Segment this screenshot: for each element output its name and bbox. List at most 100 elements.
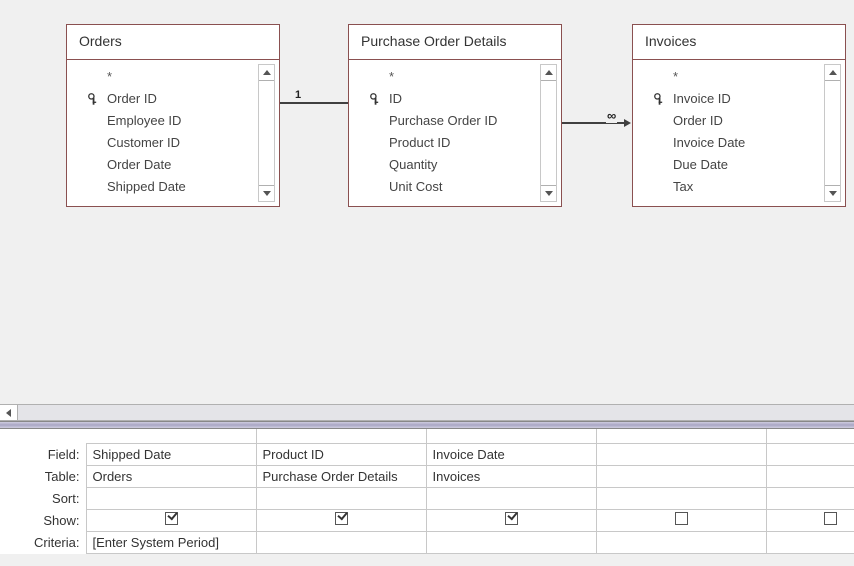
primary-key-icon — [87, 92, 101, 106]
grid-cell[interactable] — [86, 487, 256, 509]
table-box-invoices[interactable]: Invoices * Invoice ID Order ID Invoice D… — [632, 24, 846, 207]
field-label: Invoice ID — [673, 91, 731, 106]
chevron-down-icon — [545, 191, 553, 196]
chevron-left-icon — [6, 409, 11, 417]
table-title: Invoices — [633, 25, 845, 60]
grid-cell[interactable] — [426, 487, 596, 509]
relationship-line[interactable] — [280, 102, 348, 104]
field-row[interactable]: Purchase Order ID — [389, 110, 531, 132]
table-title: Purchase Order Details — [349, 25, 561, 60]
grid-cell[interactable]: Orders — [86, 465, 256, 487]
field-row[interactable]: Order ID — [107, 88, 249, 110]
horizontal-scrollbar[interactable] — [0, 404, 854, 421]
field-label: Employee ID — [107, 113, 181, 128]
table-title: Orders — [67, 25, 279, 60]
grid-cell[interactable]: [Enter System Period] — [86, 531, 256, 553]
show-checkbox[interactable] — [505, 512, 518, 525]
field-star[interactable]: * — [389, 66, 531, 88]
field-row[interactable]: Due Date — [673, 154, 815, 176]
scroll-down-button[interactable] — [825, 185, 840, 201]
grid-cell[interactable] — [596, 531, 766, 553]
grid-row-field: Field: Shipped Date Product ID Invoice D… — [0, 443, 854, 465]
field-label: Shipped Date — [107, 179, 186, 194]
field-label: Quantity — [389, 157, 437, 172]
field-star[interactable]: * — [673, 66, 815, 88]
table-box-purchase-order-details[interactable]: Purchase Order Details * ID Purchase Ord… — [348, 24, 562, 207]
grid-cell[interactable]: Invoice Date — [426, 443, 596, 465]
field-row[interactable]: Tax — [673, 176, 815, 198]
row-header-sort: Sort: — [0, 487, 86, 509]
relationship-designer-canvas[interactable]: Orders * Order ID Employee ID Customer I… — [0, 0, 854, 404]
field-label: Order ID — [107, 91, 157, 106]
field-row[interactable]: Shipped Date — [107, 176, 249, 198]
field-label: Order Date — [107, 157, 171, 172]
scroll-up-button[interactable] — [825, 65, 840, 81]
grid-cell[interactable] — [766, 531, 854, 553]
table-box-orders[interactable]: Orders * Order ID Employee ID Customer I… — [66, 24, 280, 207]
field-row[interactable]: Unit Cost — [389, 176, 531, 198]
grid-cell[interactable]: Shipped Date — [86, 443, 256, 465]
chevron-up-icon — [829, 70, 837, 75]
grid-cell[interactable]: Product ID — [256, 443, 426, 465]
chevron-up-icon — [545, 70, 553, 75]
grid-cell-show[interactable] — [766, 509, 854, 531]
grid-cell[interactable] — [596, 443, 766, 465]
pane-splitter[interactable] — [0, 421, 854, 429]
arrow-right-icon — [624, 119, 631, 127]
field-row[interactable]: Employee ID — [107, 110, 249, 132]
field-label: Invoice Date — [673, 135, 745, 150]
field-label: Due Date — [673, 157, 728, 172]
grid-cell[interactable] — [766, 443, 854, 465]
grid-cell-show[interactable] — [86, 509, 256, 531]
field-list-scrollbar[interactable] — [258, 64, 275, 202]
chevron-down-icon — [263, 191, 271, 196]
scroll-down-button[interactable] — [541, 185, 556, 201]
scroll-left-button[interactable] — [0, 405, 18, 420]
field-label: Tax — [673, 179, 693, 194]
query-design-grid[interactable]: Field: Shipped Date Product ID Invoice D… — [0, 429, 854, 554]
field-row[interactable]: Order Date — [107, 154, 249, 176]
show-checkbox[interactable] — [165, 512, 178, 525]
field-row[interactable]: Invoice ID — [673, 88, 815, 110]
field-star[interactable]: * — [107, 66, 249, 88]
relationship-cardinality-label: 1 — [294, 89, 302, 101]
field-row[interactable]: Product ID — [389, 132, 531, 154]
row-header-criteria: Criteria: — [0, 531, 86, 553]
grid-cell-show[interactable] — [256, 509, 426, 531]
grid-cell[interactable] — [596, 465, 766, 487]
field-row[interactable]: ID — [389, 88, 531, 110]
grid-row-sort: Sort: — [0, 487, 854, 509]
field-row[interactable]: Quantity — [389, 154, 531, 176]
field-list-scrollbar[interactable] — [824, 64, 841, 202]
primary-key-icon — [369, 92, 383, 106]
field-label: Order ID — [673, 113, 723, 128]
field-row[interactable]: Customer ID — [107, 132, 249, 154]
grid-cell[interactable] — [766, 487, 854, 509]
scroll-up-button[interactable] — [259, 65, 274, 81]
field-row[interactable]: Order ID — [673, 110, 815, 132]
field-list-scrollbar[interactable] — [540, 64, 557, 202]
show-checkbox[interactable] — [675, 512, 688, 525]
scroll-up-button[interactable] — [541, 65, 556, 81]
field-row[interactable]: Invoice Date — [673, 132, 815, 154]
relationship-cardinality-label: ∞ — [606, 108, 617, 123]
grid-row-show: Show: — [0, 509, 854, 531]
grid-cell-show[interactable] — [596, 509, 766, 531]
grid-cell[interactable]: Invoices — [426, 465, 596, 487]
primary-key-icon — [653, 92, 667, 106]
scroll-down-button[interactable] — [259, 185, 274, 201]
grid-cell[interactable] — [596, 487, 766, 509]
show-checkbox[interactable] — [824, 512, 837, 525]
field-label: Unit Cost — [389, 179, 442, 194]
show-checkbox[interactable] — [335, 512, 348, 525]
grid-cell[interactable] — [256, 531, 426, 553]
grid-cell[interactable] — [766, 465, 854, 487]
field-label: Customer ID — [107, 135, 180, 150]
chevron-up-icon — [263, 70, 271, 75]
grid-cell[interactable] — [426, 531, 596, 553]
row-header-table: Table: — [0, 465, 86, 487]
grid-cell[interactable]: Purchase Order Details — [256, 465, 426, 487]
grid-cell-show[interactable] — [426, 509, 596, 531]
grid-cell[interactable] — [256, 487, 426, 509]
field-label: Product ID — [389, 135, 450, 150]
